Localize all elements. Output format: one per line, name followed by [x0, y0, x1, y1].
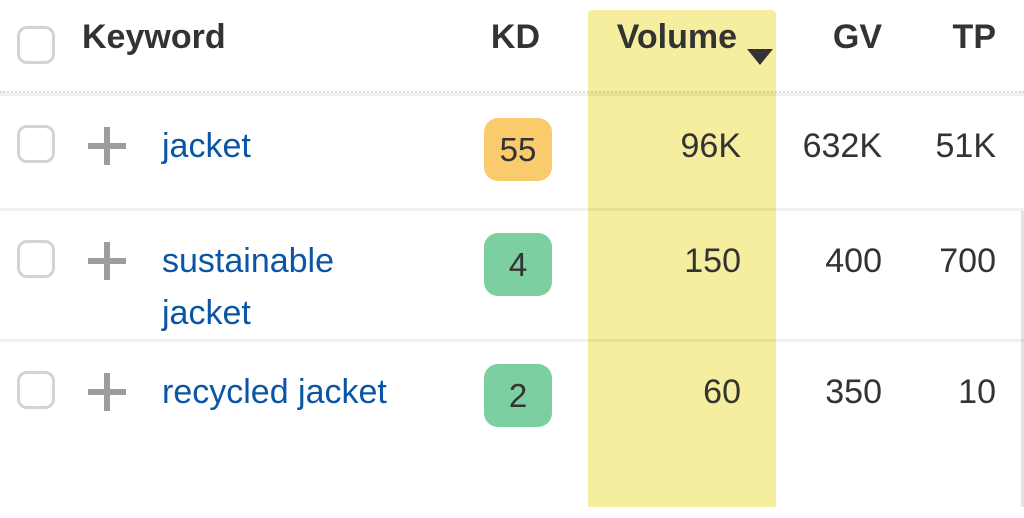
volume-value: 60: [703, 373, 741, 411]
keywords-table-grid: Keyword KD Volume GV TP jacket 55 96K 63…: [0, 0, 1024, 454]
keyword-cell: sustainable jacket: [140, 211, 460, 339]
table-row: sustainable jacket 4 150 400 700: [0, 208, 1024, 339]
row-spacer: [1004, 96, 1024, 208]
gv-value: 400: [825, 242, 882, 280]
keyword-link[interactable]: recycled jacket: [162, 373, 387, 411]
tp-value: 10: [958, 373, 996, 411]
row-add-cell: [74, 96, 140, 208]
column-header-kd[interactable]: KD: [490, 18, 540, 56]
table-header-row: Keyword KD Volume GV TP: [0, 0, 1024, 93]
keyword-link[interactable]: sustainable jacket: [162, 242, 335, 332]
row-add-cell: [74, 342, 140, 454]
add-keyword-icon[interactable]: [88, 373, 126, 411]
volume-value: 150: [684, 242, 741, 280]
header-checkbox-cell: [0, 0, 74, 91]
kd-badge: 55: [484, 118, 552, 181]
row-checkbox[interactable]: [17, 240, 55, 278]
tp-value: 700: [939, 242, 996, 280]
row-checkbox-cell: [0, 342, 74, 454]
right-column-divider: [1021, 211, 1024, 507]
column-header-tp[interactable]: TP: [952, 18, 996, 56]
kd-badge: 2: [484, 364, 552, 427]
row-checkbox-cell: [0, 211, 74, 339]
table-row: jacket 55 96K 632K 51K: [0, 93, 1024, 208]
volume-value: 96K: [680, 127, 742, 165]
add-keyword-icon[interactable]: [88, 242, 126, 280]
kd-badge: 4: [484, 233, 552, 296]
row-spacer: [1004, 211, 1024, 339]
kd-cell: 2: [460, 342, 560, 454]
kd-cell: 4: [460, 211, 560, 339]
select-all-checkbox[interactable]: [17, 26, 55, 64]
row-spacer: [1004, 342, 1024, 454]
header-spacer: [1004, 0, 1024, 91]
volume-header-label: Volume: [616, 18, 737, 56]
column-header-keyword[interactable]: Keyword: [82, 18, 226, 56]
row-checkbox[interactable]: [17, 125, 55, 163]
kd-cell: 55: [460, 96, 560, 208]
row-checkbox-cell: [0, 96, 74, 208]
gv-value: 632K: [802, 127, 882, 165]
column-header-gv[interactable]: GV: [832, 18, 882, 56]
column-header-volume[interactable]: Volume: [560, 0, 776, 91]
sort-descending-icon: [747, 48, 773, 65]
gv-value: 350: [825, 373, 882, 411]
row-add-cell: [74, 211, 140, 339]
keyword-cell: jacket: [140, 96, 460, 208]
keyword-cell: recycled jacket: [140, 342, 460, 454]
volume-column-highlight: [588, 10, 776, 507]
keyword-link[interactable]: jacket: [162, 127, 251, 165]
table-row: recycled jacket 2 60 350 10: [0, 339, 1024, 454]
tp-value: 51K: [935, 127, 997, 165]
add-keyword-icon[interactable]: [88, 127, 126, 165]
row-checkbox[interactable]: [17, 371, 55, 409]
